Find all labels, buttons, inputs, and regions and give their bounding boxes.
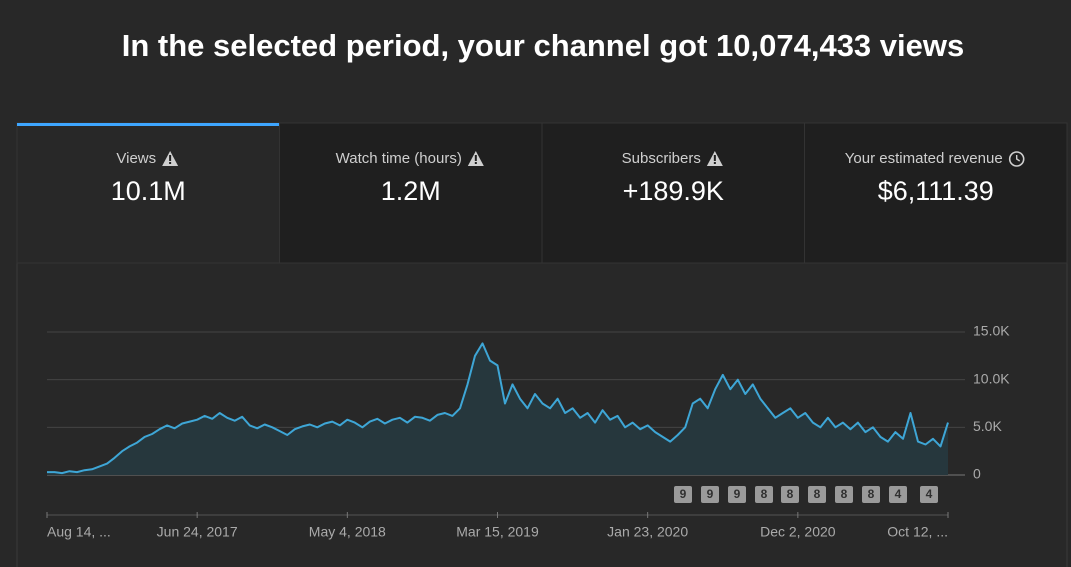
marker-badge [920, 486, 938, 503]
marker-badge [835, 486, 853, 503]
chart: 0 5.0K 10.0K 15.0K Aug 14, ... Jun 24, 2017 Ma… [46, 323, 1010, 540]
x-tick-label: Jun 24, 2017 [157, 524, 238, 540]
metric-tab[interactable]: Subscribers +189.9K [541, 122, 805, 264]
page-title: In the selected period, your channel got… [122, 28, 964, 63]
marker-label: 9 [707, 487, 714, 501]
marker-badge [701, 486, 719, 503]
y-tick-label: 15.0K [973, 323, 1010, 339]
warning-mark [474, 155, 477, 161]
video-marker[interactable]: 9 [674, 486, 692, 503]
y-tick-label: 0 [973, 466, 981, 482]
marker-badge [862, 486, 880, 503]
tab-label: Your estimated revenue [845, 150, 1003, 167]
tab-label: Views [116, 150, 156, 167]
marker-label: 9 [680, 487, 687, 501]
warning-dot [713, 162, 716, 164]
tab-value: $6,111.39 [878, 176, 994, 206]
line [47, 342, 949, 475]
tab-selected-bar [17, 123, 280, 126]
clock-hands [1016, 155, 1021, 162]
x-tick-label: Aug 14, ... [47, 524, 111, 540]
tab-value: 10.1M [111, 176, 186, 206]
y-tick-label: 10.0K [973, 370, 1010, 386]
warning-dot [169, 162, 172, 164]
tab-background [279, 122, 543, 264]
metric-tab[interactable]: Views 10.1M [16, 122, 280, 264]
video-marker[interactable]: 8 [808, 486, 826, 503]
warning-mark [169, 155, 172, 161]
video-marker[interactable]: 8 [862, 486, 880, 503]
warning-mark [713, 155, 716, 161]
marker-badge [808, 486, 826, 503]
marker-label: 9 [734, 487, 741, 501]
video-marker[interactable]: 4 [920, 486, 938, 503]
marker-label: 4 [926, 487, 933, 501]
x-tick-label: Jan 23, 2020 [607, 524, 688, 540]
video-marker[interactable]: 9 [728, 486, 746, 503]
video-marker[interactable]: 8 [781, 486, 799, 503]
marker-label: 8 [787, 487, 794, 501]
marker-label: 8 [761, 487, 768, 501]
marker-badge [889, 486, 907, 503]
marker-badge [755, 486, 773, 503]
marker-label: 4 [895, 487, 902, 501]
video-marker[interactable]: 4 [889, 486, 907, 503]
tabs: Views 10.1M Watch time (hours) 1.2M Subscrib… [16, 122, 1068, 264]
marker-badge [781, 486, 799, 503]
marker-badge [674, 486, 692, 503]
tab-background [541, 122, 805, 264]
tab-background [804, 122, 1068, 264]
x-tick-label: Mar 15, 2019 [456, 524, 539, 540]
y-tick-label: 5.0K [973, 418, 1002, 434]
video-marker[interactable]: 8 [755, 486, 773, 503]
x-tick-label: Oct 12, ... [887, 524, 948, 540]
clock-icon [1008, 151, 1025, 167]
tab-value: 1.2M [381, 176, 441, 206]
tab-background [16, 122, 280, 264]
x-tick-label: Dec 2, 2020 [760, 524, 836, 540]
marker-label: 8 [868, 487, 875, 501]
video-marker[interactable]: 8 [835, 486, 853, 503]
metric-tab[interactable]: Your estimated revenue $6,111.39 [804, 122, 1068, 264]
warning-dot [474, 162, 477, 164]
tab-label: Watch time (hours) [336, 150, 462, 167]
marker-label: 8 [841, 487, 848, 501]
marker-badge [728, 486, 746, 503]
marker-label: 8 [814, 487, 821, 501]
tab-value: +189.9K [623, 176, 724, 206]
metric-tab[interactable]: Watch time (hours) 1.2M [279, 122, 543, 264]
video-marker[interactable]: 9 [701, 486, 719, 503]
tab-label: Subscribers [622, 150, 701, 167]
x-tick-label: May 4, 2018 [309, 524, 386, 540]
